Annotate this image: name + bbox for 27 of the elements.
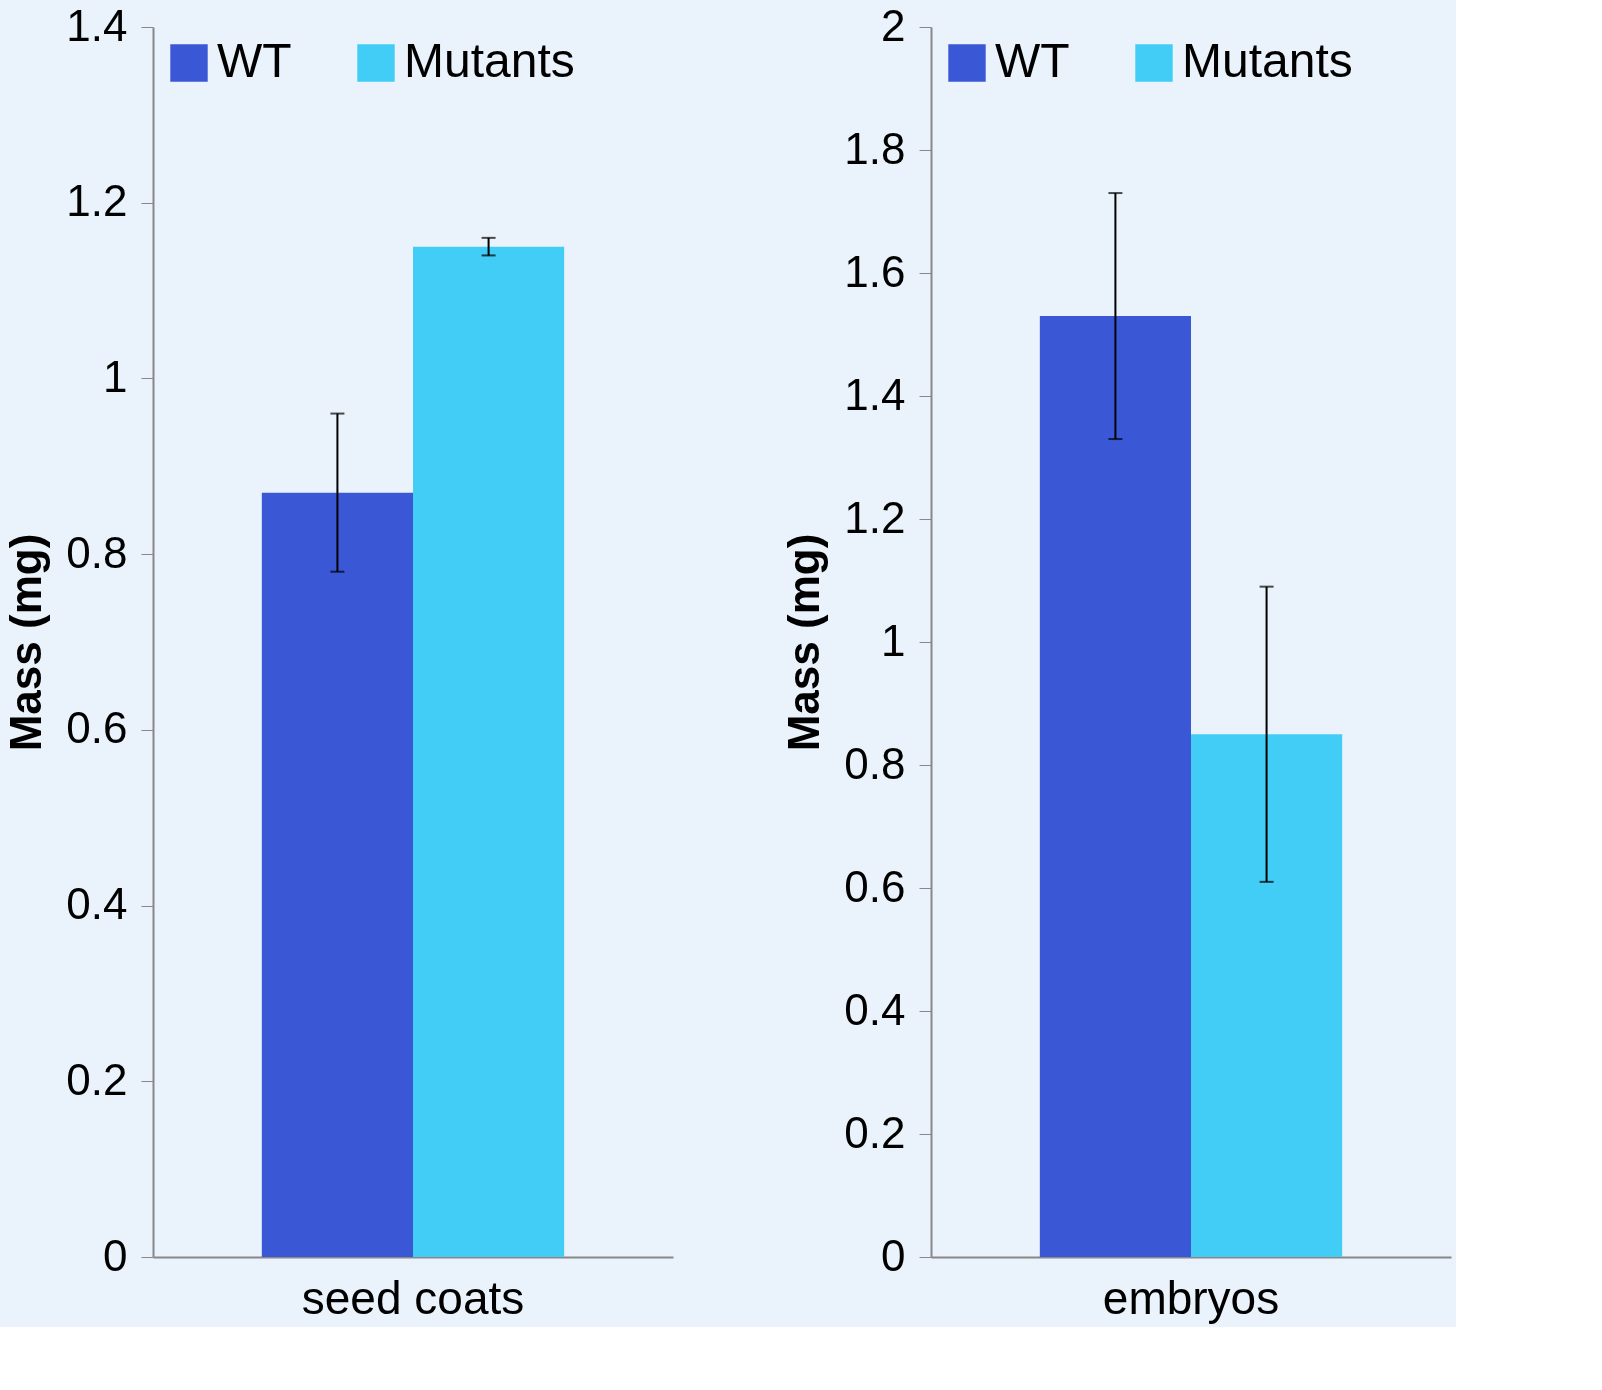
y-tick-label: 0.4 — [844, 984, 906, 1034]
legend-label: Mutants — [1182, 34, 1353, 87]
y-tick-label: 0.8 — [844, 738, 906, 788]
y-tick-label: 0.8 — [66, 527, 128, 577]
y-tick-label: 1 — [103, 351, 128, 401]
y-axis-title: Mass (mg) — [1, 533, 51, 752]
y-tick-label: 0 — [881, 1230, 906, 1280]
x-tick-label: embryos — [1102, 1271, 1280, 1324]
y-tick-label: 1.4 — [844, 369, 906, 419]
y-tick-label: 0.2 — [66, 1054, 128, 1104]
y-tick-label: 0.4 — [66, 879, 128, 929]
y-tick-label: 1.6 — [844, 246, 906, 296]
y-tick-label: 0.6 — [66, 703, 128, 753]
y-tick-label: 1.2 — [844, 492, 906, 542]
y-tick-label: 1.4 — [66, 0, 128, 50]
legend-label: WT — [217, 34, 292, 87]
y-tick-label: 1 — [881, 615, 906, 665]
x-tick-label: seed coats — [301, 1271, 525, 1324]
y-tick-label: 0.6 — [844, 861, 906, 911]
y-tick-label: 1.2 — [66, 176, 128, 226]
y-tick-label: 2 — [881, 0, 906, 50]
y-tick-label: 0.2 — [844, 1107, 906, 1157]
legend-label: Mutants — [404, 34, 575, 87]
y-axis-title: Mass (mg) — [779, 533, 829, 752]
y-tick-label: 1.8 — [844, 123, 906, 173]
y-tick-label: 0 — [103, 1230, 128, 1280]
legend-label: WT — [995, 34, 1070, 87]
